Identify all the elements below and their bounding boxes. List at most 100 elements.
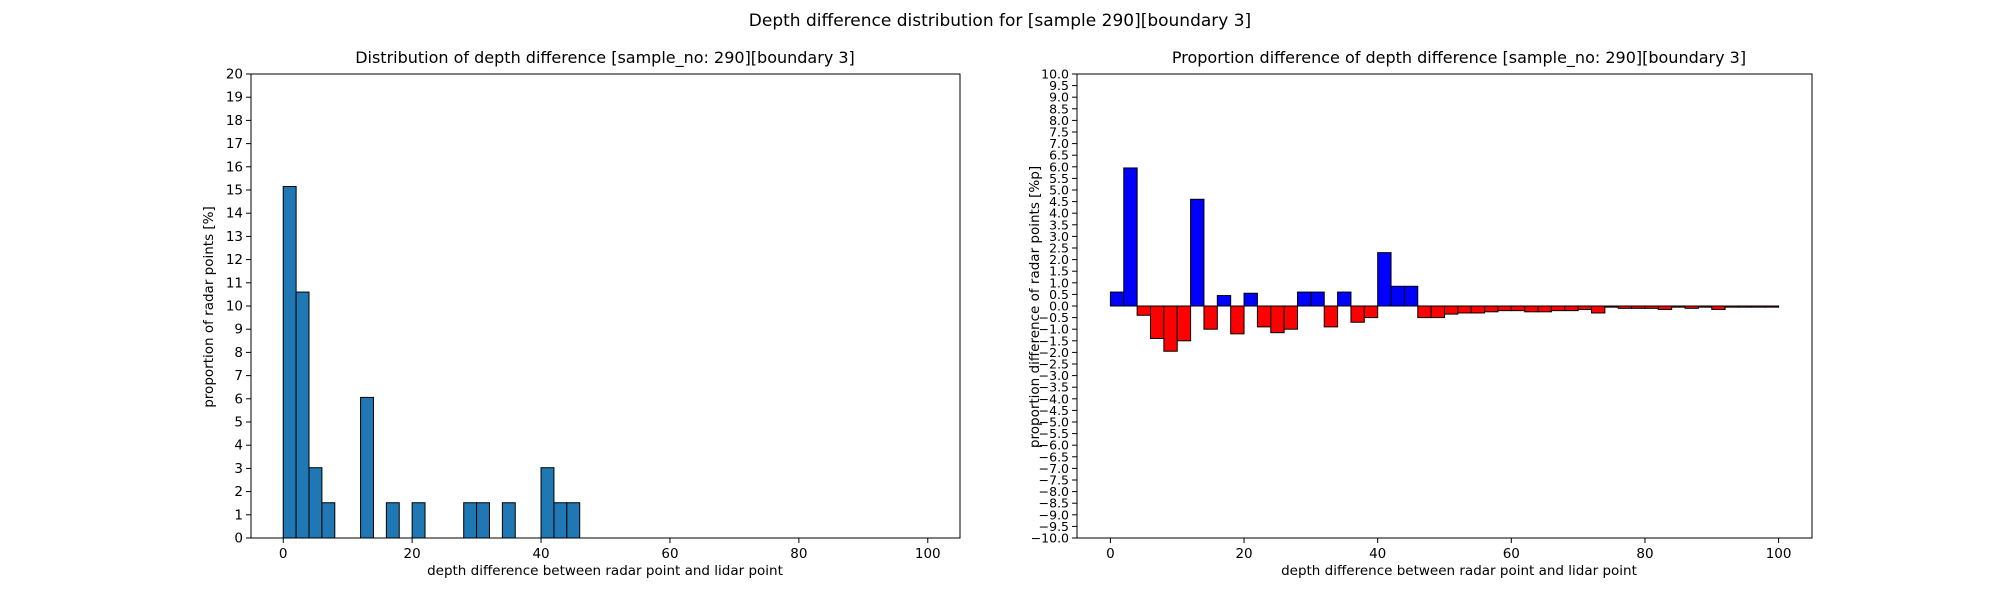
y-tick-label: −10.0 <box>1031 531 1069 546</box>
y-tick-label: 1.5 <box>1049 264 1069 279</box>
x-tick-label: 100 <box>1766 546 1792 562</box>
histogram-plot-area: 0 20 40 60 80 1000123456789101112131415161718… <box>226 67 961 562</box>
bar <box>566 502 581 539</box>
proportion-diff-xlabel: depth difference between radar point and… <box>1281 563 1637 579</box>
y-tick-label: 3 <box>234 461 243 477</box>
x-tick-label: 80 <box>1636 546 1653 562</box>
bar <box>1550 305 1566 312</box>
bar <box>295 291 310 539</box>
y-tick-label: −1.0 <box>1039 322 1069 337</box>
y-tick-label: 5.0 <box>1049 183 1069 198</box>
y-tick-label: 0 <box>234 531 243 547</box>
bar <box>1510 305 1526 312</box>
bar <box>1470 305 1486 314</box>
y-tick-label: −4.5 <box>1039 403 1069 418</box>
y-tick-label: 4.5 <box>1049 194 1069 209</box>
y-tick-label: 20 <box>226 67 243 83</box>
y-tick-label: −7.5 <box>1039 473 1069 488</box>
y-tick-label: 6 <box>234 391 243 407</box>
y-tick-label: −2.0 <box>1039 345 1069 360</box>
y-tick-label: −1.5 <box>1039 333 1069 348</box>
bar <box>1243 292 1258 307</box>
y-tick-label: 2.5 <box>1049 241 1069 256</box>
bar <box>1283 305 1298 330</box>
figure-suptitle: Depth difference distribution for [sampl… <box>749 11 1251 31</box>
y-tick-label: −0.5 <box>1039 310 1069 325</box>
bar <box>1564 305 1579 312</box>
y-tick-label: −2.5 <box>1039 357 1069 372</box>
bar <box>1390 285 1405 307</box>
x-tick-label: 0 <box>279 546 288 562</box>
bar <box>553 502 568 539</box>
x-tick-label: 40 <box>1369 546 1386 562</box>
y-tick-label: −3.0 <box>1039 368 1069 383</box>
histogram-ylabel: proportion of radar points [%] <box>201 206 217 408</box>
bar <box>360 396 374 539</box>
bar <box>1310 291 1325 307</box>
y-tick-label: 11 <box>226 275 243 291</box>
bar <box>282 186 297 539</box>
y-tick-label: 16 <box>226 159 243 175</box>
bar <box>1764 305 1780 308</box>
bar <box>1337 291 1352 307</box>
bar <box>1577 305 1592 310</box>
bar <box>1684 305 1699 309</box>
bar <box>463 502 478 539</box>
y-tick-label: 7.5 <box>1049 125 1069 140</box>
y-tick-label: −6.5 <box>1039 449 1069 464</box>
bar <box>1617 305 1633 309</box>
y-tick-label: −9.5 <box>1039 519 1069 534</box>
bar <box>1163 305 1178 352</box>
bar <box>1417 305 1432 319</box>
histogram-title: Distribution of depth difference [sample… <box>355 48 855 68</box>
bar <box>1403 285 1419 307</box>
y-tick-label: −5.5 <box>1039 426 1069 441</box>
y-tick-label: 13 <box>226 229 243 245</box>
bar <box>1377 252 1392 307</box>
y-tick-label: 9 <box>234 322 243 338</box>
bar <box>1203 305 1218 330</box>
bar <box>1724 305 1739 308</box>
y-tick-label: 5.5 <box>1049 171 1069 186</box>
proportion-diff-title: Proportion difference of depth differenc… <box>1172 48 1746 68</box>
bar <box>308 467 323 539</box>
y-tick-label: 0.5 <box>1049 287 1069 302</box>
bar <box>1738 305 1753 308</box>
y-tick-label: 8.5 <box>1049 101 1069 116</box>
y-tick-label: −4.0 <box>1039 391 1069 406</box>
bar <box>1524 305 1539 313</box>
y-tick-label: 19 <box>226 90 243 106</box>
bar <box>1430 305 1445 319</box>
bar <box>1631 305 1646 309</box>
histogram-xlabel: depth difference between radar point and… <box>427 563 783 579</box>
bar <box>476 502 490 539</box>
bar <box>1297 291 1312 307</box>
y-tick-label: −5.0 <box>1039 415 1069 430</box>
y-tick-label: 5 <box>234 415 243 431</box>
y-tick-label: −8.0 <box>1039 484 1069 499</box>
bar <box>1350 305 1365 323</box>
bar <box>1697 305 1713 308</box>
proportion-diff-ylabel: proportion difference of radar points [%… <box>1027 166 1043 448</box>
x-tick-label: 100 <box>915 546 941 562</box>
y-tick-label: 6.5 <box>1049 148 1069 163</box>
y-tick-label: 6.0 <box>1049 159 1069 174</box>
x-tick-label: 20 <box>404 546 421 562</box>
bar <box>1256 305 1272 328</box>
y-tick-label: 4.0 <box>1049 206 1069 221</box>
y-tick-label: 0.0 <box>1049 299 1069 314</box>
y-tick-label: 2 <box>234 484 243 500</box>
bar <box>1230 305 1245 335</box>
axes-frame <box>250 73 961 539</box>
bar <box>1711 305 1726 310</box>
histogram-panel: Distribution of depth difference [sample… <box>201 48 961 579</box>
y-tick-label: 9.5 <box>1049 78 1069 93</box>
bar <box>1444 305 1459 315</box>
bar <box>1484 305 1499 313</box>
y-tick-label: 9.0 <box>1049 90 1069 105</box>
bar <box>1150 305 1165 339</box>
bar <box>1657 305 1673 310</box>
y-tick-label: −7.0 <box>1039 461 1069 476</box>
bar <box>1109 291 1125 307</box>
bar <box>1751 305 1766 308</box>
